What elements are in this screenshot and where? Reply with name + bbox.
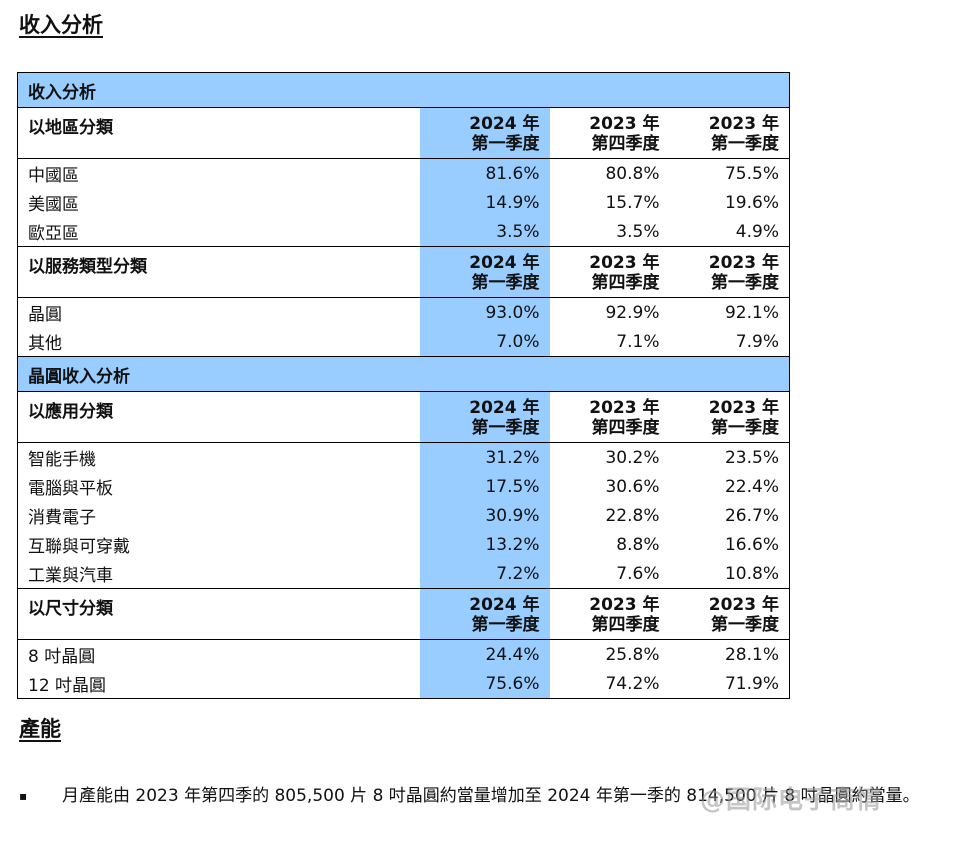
table-row: 互聯與可穿戴 13.2% 8.8% 16.6% bbox=[18, 530, 790, 559]
cell-value: 24.4% bbox=[419, 639, 550, 669]
cell-value: 10.8% bbox=[724, 563, 779, 584]
table-section-row: 收入分析 bbox=[17, 72, 790, 108]
cell-value: 31.2% bbox=[419, 442, 550, 472]
cell-value: 16.6% bbox=[724, 534, 779, 555]
cell-value: 75.6% bbox=[419, 669, 550, 699]
table-header-row: 以尺寸分類 2024 年第一季度 2023 年第四季度 2023 年第一季度 bbox=[17, 588, 790, 640]
group-header: 以服務類型分類 bbox=[17, 246, 420, 298]
cell-value: 74.2% bbox=[605, 673, 660, 694]
row-label: 工業與汽車 bbox=[28, 566, 113, 586]
table-section-title: 收入分析 bbox=[17, 72, 790, 108]
row-label: 歐亞區 bbox=[28, 224, 79, 244]
cell-value: 22.4% bbox=[724, 476, 779, 497]
cell-value: 7.6% bbox=[616, 563, 660, 584]
cell-value: 17.5% bbox=[419, 472, 550, 501]
cell-value: 30.6% bbox=[605, 476, 660, 497]
cell-value: 7.0% bbox=[419, 327, 550, 357]
table-row: 美國區 14.9% 15.7% 19.6% bbox=[18, 188, 790, 217]
table-section-row: 晶圓收入分析 bbox=[17, 356, 790, 392]
row-label: 美國區 bbox=[28, 195, 79, 215]
quarter-header: 2023 年第一季度 bbox=[669, 107, 790, 159]
cell-value: 3.5% bbox=[616, 221, 660, 242]
row-label: 其他 bbox=[28, 334, 62, 354]
quarter-header: 2024 年第一季度 bbox=[419, 391, 550, 443]
row-label: 互聯與可穿戴 bbox=[28, 537, 130, 557]
cell-value: 92.9% bbox=[605, 302, 660, 323]
row-label: 中國區 bbox=[28, 166, 79, 186]
cell-value: 7.9% bbox=[735, 331, 779, 352]
cell-value: 8.8% bbox=[616, 534, 660, 555]
cell-value: 26.7% bbox=[724, 505, 779, 526]
cell-value: 7.1% bbox=[616, 331, 660, 352]
row-label: 晶圓 bbox=[28, 305, 62, 325]
table-section-title: 晶圓收入分析 bbox=[17, 356, 790, 392]
table-row: 智能手機 31.2% 30.2% 23.5% bbox=[18, 442, 790, 472]
watermark: @国际电子商情 bbox=[700, 785, 883, 814]
quarter-header: 2023 年第一季度 bbox=[669, 246, 790, 298]
table-row: 電腦與平板 17.5% 30.6% 22.4% bbox=[18, 472, 790, 501]
group-header: 以應用分類 bbox=[17, 391, 420, 443]
quarter-header: 2024 年第一季度 bbox=[419, 588, 550, 640]
cell-value: 14.9% bbox=[419, 188, 550, 217]
table-row: 晶圓 93.0% 92.9% 92.1% bbox=[18, 297, 790, 327]
bullet-text: 月產能由 2023 年第四季的 805,500 片 8 吋晶圓約當量增加至 20… bbox=[62, 786, 920, 806]
cell-value: 3.5% bbox=[419, 217, 550, 247]
quarter-header: 2023 年第四季度 bbox=[549, 246, 670, 298]
row-label: 8 吋晶圓 bbox=[28, 647, 96, 667]
row-label: 智能手機 bbox=[28, 450, 96, 470]
cell-value: 7.2% bbox=[419, 559, 550, 589]
quarter-header: 2023 年第四季度 bbox=[549, 588, 670, 640]
cell-value: 30.9% bbox=[419, 501, 550, 530]
table-row: 工業與汽車 7.2% 7.6% 10.8% bbox=[18, 559, 790, 589]
cell-value: 4.9% bbox=[735, 221, 779, 242]
table-row: 12 吋晶圓 75.6% 74.2% 71.9% bbox=[18, 669, 790, 699]
table-row: 8 吋晶圓 24.4% 25.8% 28.1% bbox=[18, 639, 790, 669]
section-title-capacity: 產能 bbox=[19, 717, 61, 741]
group-header: 以尺寸分類 bbox=[17, 588, 420, 640]
row-label: 電腦與平板 bbox=[28, 479, 113, 499]
cell-value: 15.7% bbox=[605, 192, 660, 213]
table-row: 歐亞區 3.5% 3.5% 4.9% bbox=[18, 217, 790, 247]
cell-value: 93.0% bbox=[419, 297, 550, 327]
cell-value: 81.6% bbox=[419, 158, 550, 188]
cell-value: 71.9% bbox=[724, 673, 779, 694]
cell-value: 25.8% bbox=[605, 644, 660, 665]
table-row: 消費電子 30.9% 22.8% 26.7% bbox=[18, 501, 790, 530]
quarter-header: 2023 年第四季度 bbox=[549, 391, 670, 443]
cell-value: 19.6% bbox=[724, 192, 779, 213]
cell-value: 22.8% bbox=[605, 505, 660, 526]
cell-value: 13.2% bbox=[419, 530, 550, 559]
quarter-header: 2024 年第一季度 bbox=[419, 107, 550, 159]
table-header-row: 以地區分類 2024 年第一季度 2023 年第四季度 2023 年第一季度 bbox=[17, 107, 790, 159]
table-header-row: 以應用分類 2024 年第一季度 2023 年第四季度 2023 年第一季度 bbox=[17, 391, 790, 443]
bullet-item: ▪ 月產能由 2023 年第四季的 805,500 片 8 吋晶圓約當量增加至 … bbox=[19, 781, 969, 812]
table-row: 其他 7.0% 7.1% 7.9% bbox=[18, 327, 790, 357]
revenue-analysis-table: 收入分析 以地區分類 2024 年第一季度 2023 年第四季度 2023 年第… bbox=[17, 72, 790, 699]
cell-value: 92.1% bbox=[724, 302, 779, 323]
cell-value: 75.5% bbox=[724, 163, 779, 184]
row-label: 12 吋晶圓 bbox=[28, 676, 107, 696]
cell-value: 30.2% bbox=[605, 447, 660, 468]
quarter-header: 2023 年第一季度 bbox=[669, 588, 790, 640]
quarter-header: 2023 年第一季度 bbox=[669, 391, 790, 443]
cell-value: 80.8% bbox=[605, 163, 660, 184]
section-title-revenue: 收入分析 bbox=[19, 13, 103, 37]
table-row: 中國區 81.6% 80.8% 75.5% bbox=[18, 158, 790, 188]
row-label: 消費電子 bbox=[28, 508, 96, 528]
quarter-header: 2023 年第四季度 bbox=[549, 107, 670, 159]
bullet-marker: ▪ bbox=[19, 789, 28, 803]
group-header: 以地區分類 bbox=[17, 107, 420, 159]
quarter-header: 2024 年第一季度 bbox=[419, 246, 550, 298]
cell-value: 23.5% bbox=[724, 447, 779, 468]
cell-value: 28.1% bbox=[724, 644, 779, 665]
table-header-row: 以服務類型分類 2024 年第一季度 2023 年第四季度 2023 年第一季度 bbox=[17, 246, 790, 298]
